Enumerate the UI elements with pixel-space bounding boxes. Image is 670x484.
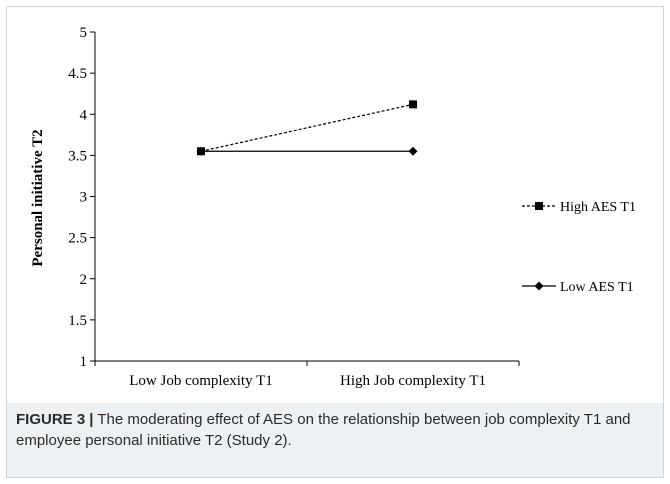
y-tick-label: 3.5 — [68, 148, 87, 164]
y-tick-label: 4 — [80, 107, 88, 123]
legend-marker — [535, 202, 543, 210]
caption-separator: | — [89, 411, 94, 428]
caption-label: FIGURE 3 — [16, 411, 86, 428]
series-low-aes-t1 — [196, 146, 418, 156]
caption-text: The moderating effect of AES on the rela… — [16, 411, 631, 449]
legend-entry: High AES T1 — [522, 200, 636, 215]
legend-entry: Low AES T1 — [522, 280, 634, 295]
line-chart: 1 1.5 2 2.5 3 3.5 4 4.5 5 Low Job complexity T1 Hi… — [30, 25, 636, 389]
x-tick-label: Low Job complexity T1 — [129, 373, 272, 389]
data-point-diamond — [408, 146, 418, 156]
y-tick-label: 1.5 — [68, 313, 87, 329]
x-tick-label: High Job complexity T1 — [340, 373, 486, 389]
legend-marker — [534, 281, 544, 291]
data-point-diamond — [196, 146, 206, 156]
series-line — [200, 103, 414, 152]
data-point-square — [409, 100, 417, 109]
series-high-aes-t1 — [197, 100, 417, 156]
legend-label: Low AES T1 — [560, 280, 634, 295]
y-tick-label: 2 — [80, 272, 88, 288]
y-tick-label: 5 — [80, 25, 88, 41]
y-axis-label: Personal initiative T2 — [30, 129, 46, 266]
figure-frame — [6, 6, 664, 478]
y-tick-label: 1 — [80, 354, 88, 370]
caption-background — [7, 403, 663, 477]
y-tick-label: 4.5 — [68, 66, 87, 82]
legend-label: High AES T1 — [560, 200, 636, 215]
figure-caption: FIGURE 3 | The moderating effect of AES on… — [16, 409, 652, 451]
y-tick-label: 3 — [80, 190, 88, 206]
y-tick-label: 2.5 — [68, 231, 87, 247]
